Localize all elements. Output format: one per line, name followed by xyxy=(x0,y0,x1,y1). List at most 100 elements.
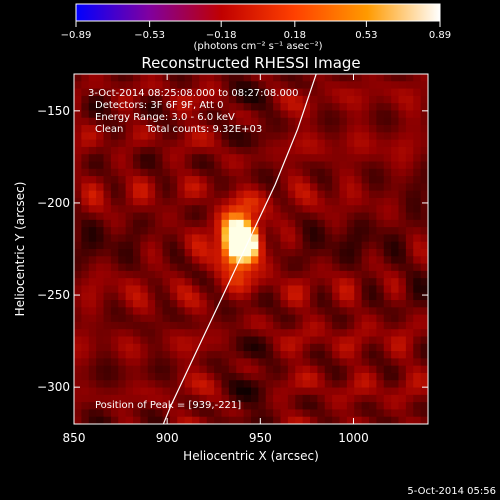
heatmap-cell xyxy=(354,278,363,287)
heatmap-cell xyxy=(258,416,267,424)
heatmap-cell xyxy=(118,176,127,184)
heatmap-cell xyxy=(295,387,304,396)
heatmap-cell xyxy=(162,81,171,90)
heatmap-cell xyxy=(110,95,119,104)
heatmap-cell xyxy=(339,183,348,192)
heatmap-cell xyxy=(81,387,90,396)
heatmap-cell xyxy=(251,307,259,316)
heatmap-cell xyxy=(405,351,414,359)
heatmap-cell xyxy=(376,416,385,424)
heatmap-cell xyxy=(184,219,193,228)
heatmap-cell xyxy=(228,358,237,367)
heatmap-cell xyxy=(221,358,230,367)
heatmap-cell xyxy=(199,402,208,411)
heatmap-cell xyxy=(74,358,82,367)
heatmap-cell xyxy=(118,270,127,279)
heatmap-cell xyxy=(88,307,97,316)
heatmap-cell xyxy=(96,132,105,141)
heatmap-cell xyxy=(420,146,428,155)
heatmap-cell xyxy=(110,321,119,330)
heatmap-cell xyxy=(273,365,282,374)
heatmap-cell xyxy=(339,300,348,308)
heatmap-cell xyxy=(206,300,215,308)
heatmap-cell xyxy=(221,205,230,214)
heatmap-cell xyxy=(317,227,326,236)
heatmap-cell xyxy=(103,197,112,206)
heatmap-cell xyxy=(251,329,259,338)
heatmap-cell xyxy=(258,88,267,97)
heatmap-cell xyxy=(361,197,370,206)
heatmap-cell xyxy=(391,409,400,418)
heatmap-cell xyxy=(147,74,156,82)
heatmap-cell xyxy=(169,227,178,236)
heatmap-cell xyxy=(413,343,422,352)
heatmap-cell xyxy=(243,372,252,381)
heatmap-cell xyxy=(420,190,428,199)
heatmap-cell xyxy=(199,74,208,82)
heatmap-cell xyxy=(369,219,377,228)
heatmap-cell xyxy=(354,256,363,265)
heatmap-cell xyxy=(273,125,282,133)
heatmap-cell xyxy=(177,190,186,199)
heatmap-cell xyxy=(346,365,355,374)
heatmap-cell xyxy=(339,227,348,236)
heatmap-cell xyxy=(332,329,341,338)
heatmap-cell xyxy=(199,365,208,374)
heatmap-cell xyxy=(74,103,82,112)
heatmap-cell xyxy=(361,139,370,148)
heatmap-cell xyxy=(324,387,333,396)
heatmap-cell xyxy=(258,278,267,287)
heatmap-cell xyxy=(251,183,259,192)
heatmap-cell xyxy=(420,249,428,257)
heatmap-cell xyxy=(280,212,289,221)
heatmap-cell xyxy=(258,380,267,389)
heatmap-cell xyxy=(81,336,90,345)
heatmap-cell xyxy=(88,343,97,352)
heatmap-cell xyxy=(199,146,208,155)
heatmap-cell xyxy=(273,212,282,221)
heatmap-cell xyxy=(147,358,156,367)
heatmap-cell xyxy=(324,241,333,250)
heatmap-cell xyxy=(169,307,178,316)
heatmap-cell xyxy=(413,183,422,192)
heatmap-cell xyxy=(177,387,186,396)
heatmap-cell xyxy=(228,336,237,345)
heatmap-cell xyxy=(251,132,259,141)
heatmap-cell xyxy=(339,278,348,287)
heatmap-cell xyxy=(324,402,333,411)
heatmap-cell xyxy=(265,343,274,352)
heatmap-cell xyxy=(361,351,370,359)
heatmap-cell xyxy=(420,125,428,133)
heatmap-cell xyxy=(346,329,355,338)
heatmap-cell xyxy=(236,176,245,184)
heatmap-cell xyxy=(398,161,407,170)
heatmap-cell xyxy=(147,365,156,374)
heatmap-cell xyxy=(398,285,407,294)
heatmap-cell xyxy=(206,241,215,250)
heatmap-cell xyxy=(413,74,422,82)
heatmap-cell xyxy=(88,358,97,367)
heatmap-cell xyxy=(221,95,230,104)
y-tick-label: −200 xyxy=(37,196,70,210)
heatmap-cell xyxy=(273,285,282,294)
heatmap-cell xyxy=(295,380,304,389)
heatmap-cell xyxy=(310,212,318,221)
heatmap-cell xyxy=(317,154,326,163)
heatmap-cell xyxy=(251,146,259,155)
heatmap-cell xyxy=(346,380,355,389)
heatmap-cell xyxy=(74,329,82,338)
heatmap-cell xyxy=(287,270,296,279)
heatmap-cell xyxy=(383,249,392,257)
heatmap-cell xyxy=(118,336,127,345)
heatmap-cell xyxy=(169,234,178,243)
heatmap-cell xyxy=(243,365,252,374)
heatmap-cell xyxy=(155,365,164,374)
heatmap-cell xyxy=(243,154,252,163)
heatmap-cell xyxy=(228,95,237,104)
heatmap-cell xyxy=(324,219,333,228)
heatmap-cell xyxy=(169,88,178,97)
heatmap-cell xyxy=(391,416,400,424)
heatmap-cell xyxy=(192,278,200,287)
heatmap-cell xyxy=(192,234,200,243)
